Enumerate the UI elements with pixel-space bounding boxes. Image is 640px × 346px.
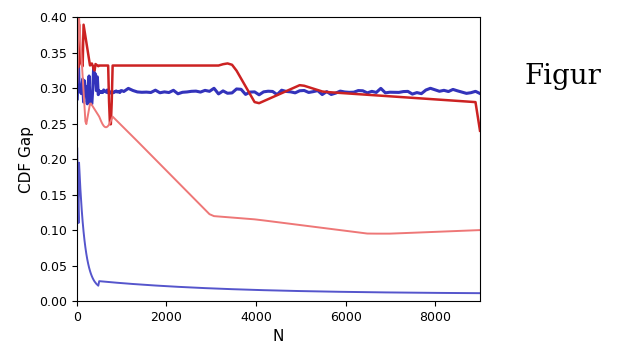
Text: Figur: Figur: [525, 63, 602, 90]
X-axis label: N: N: [273, 329, 284, 344]
Y-axis label: CDF Gap: CDF Gap: [19, 126, 33, 193]
